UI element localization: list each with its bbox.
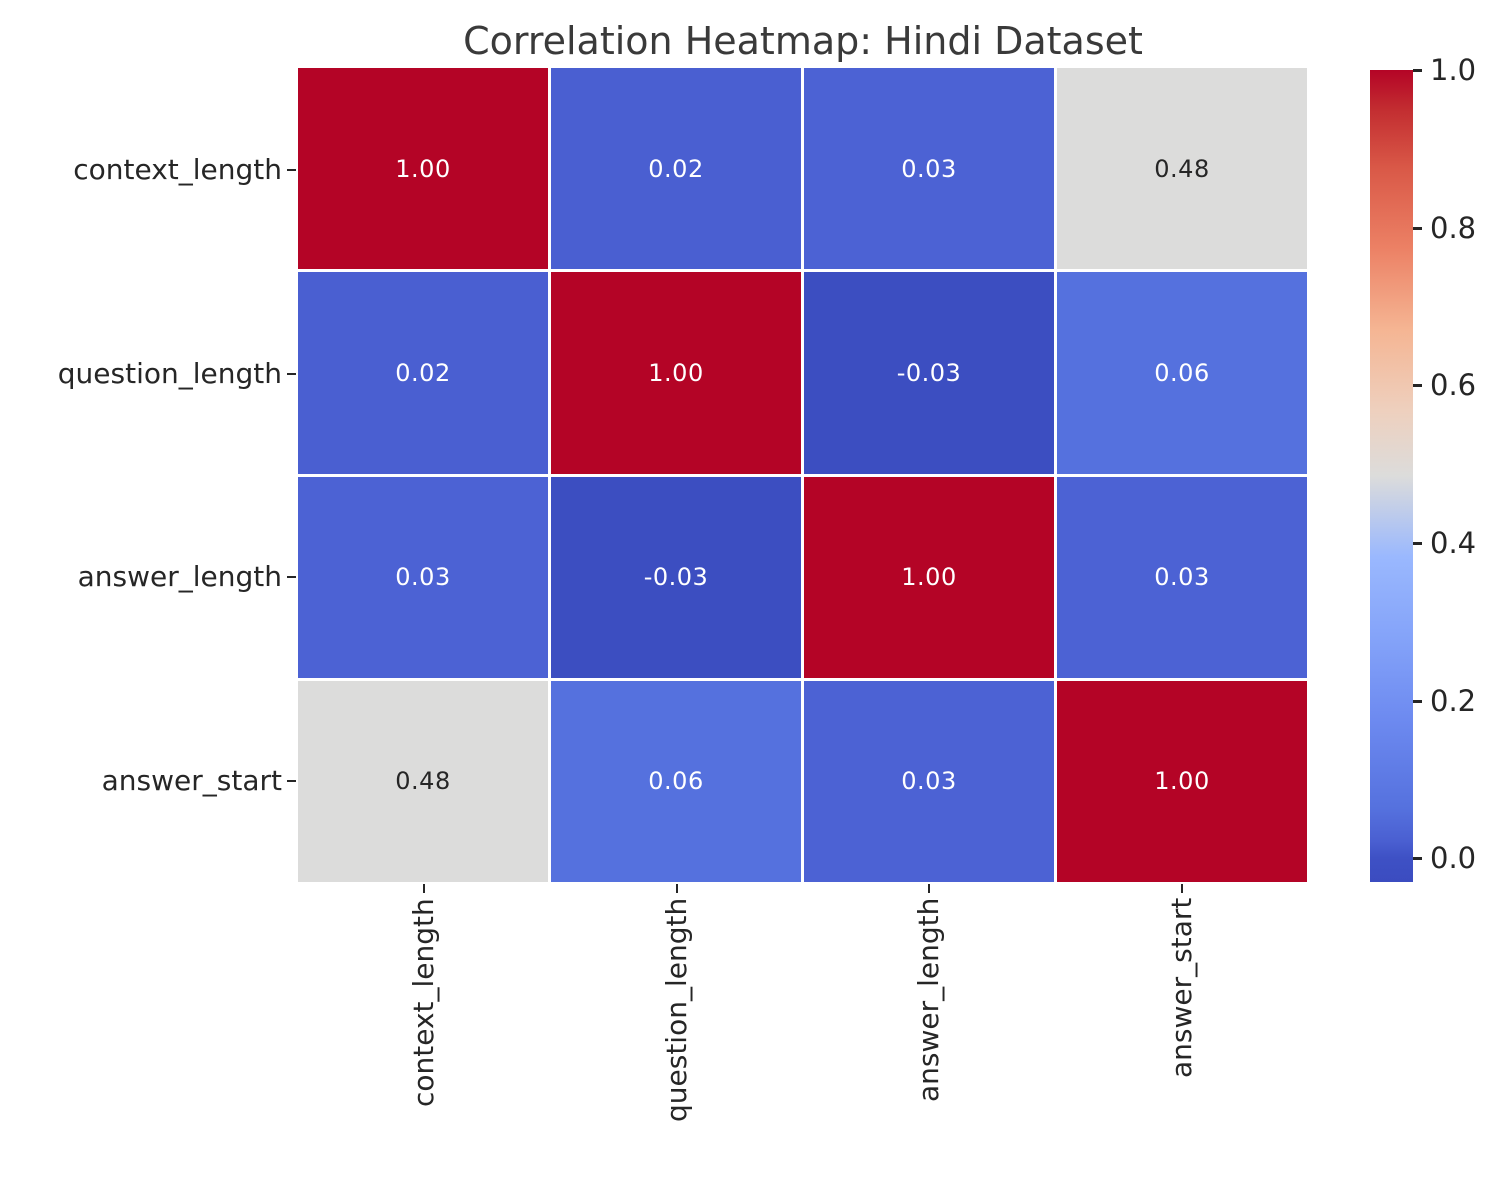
x-axis-label-answer-start: answer_start (1165, 898, 1198, 1079)
y-axis-tick (287, 576, 296, 578)
colorbar-tick (1413, 384, 1422, 387)
colorbar-tick (1413, 700, 1422, 703)
heatmap-cell-r0c1: 0.02 (551, 68, 801, 270)
heatmap-cell-r3c3: 1.00 (1057, 680, 1307, 882)
heatmap-cell-r2c3: 0.03 (1057, 476, 1307, 678)
colorbar-tick (1413, 542, 1422, 545)
colorbar-tick-label: 1.0 (1430, 53, 1477, 87)
y-axis-label-answer-length: answer_length (77, 560, 282, 593)
heatmap-cell-r2c0: 0.03 (298, 476, 548, 678)
heatmap-cell-r3c1: 0.06 (551, 680, 801, 882)
colorbar-tick (1413, 857, 1422, 860)
heatmap-grid: 1.00 0.02 0.03 0.48 0.02 1.00 -0.03 0.06… (298, 68, 1307, 882)
colorbar: 1.0 0.8 0.6 0.4 0.2 0.0 (1370, 53, 1476, 882)
y-axis-label-context-length: context_length (73, 153, 282, 186)
heatmap-cell-r1c2: -0.03 (804, 272, 1054, 474)
x-axis-label-context-length: context_length (407, 898, 440, 1107)
colorbar-tick (1413, 69, 1422, 72)
heatmap-cell-r1c0: 0.02 (298, 272, 548, 474)
x-axis-tick (928, 884, 930, 893)
heatmap-cell-r2c2: 1.00 (804, 476, 1054, 678)
x-axis-tick (1181, 884, 1183, 893)
colorbar-tick-label: 0.6 (1430, 368, 1477, 402)
heatmap-cell-r0c2: 0.03 (804, 68, 1054, 270)
heatmap-cell-r3c2: 0.03 (804, 680, 1054, 882)
x-axis-tick (676, 884, 678, 893)
heatmap-cell-r3c0: 0.48 (298, 680, 548, 882)
heatmap-cell-r1c1: 1.00 (551, 272, 801, 474)
x-axis-tick (423, 884, 425, 893)
y-axis-label-question-length: question_length (57, 357, 282, 390)
heatmap-cell-r0c0: 1.00 (298, 68, 548, 270)
colorbar-tick-label: 0.4 (1430, 526, 1477, 560)
colorbar-tick-label: 0.8 (1430, 211, 1477, 245)
y-axis-tick (287, 780, 296, 782)
heatmap-cell-r1c3: 0.06 (1057, 272, 1307, 474)
x-axis-label-question-length: question_length (660, 898, 693, 1123)
colorbar-gradient (1370, 70, 1413, 882)
y-axis-label-answer-start: answer_start (101, 764, 282, 797)
colorbar-tick-label: 0.0 (1430, 841, 1477, 875)
heatmap-cell-r2c1: -0.03 (551, 476, 801, 678)
x-axis-label-answer-length: answer_length (912, 898, 945, 1103)
heatmap-cell-r0c3: 0.48 (1057, 68, 1307, 270)
y-axis-tick (287, 169, 296, 171)
colorbar-tick (1413, 227, 1422, 230)
y-axis-tick (287, 373, 296, 375)
colorbar-tick-label: 0.2 (1430, 684, 1477, 718)
chart-title: Correlation Heatmap: Hindi Dataset (463, 19, 1143, 63)
